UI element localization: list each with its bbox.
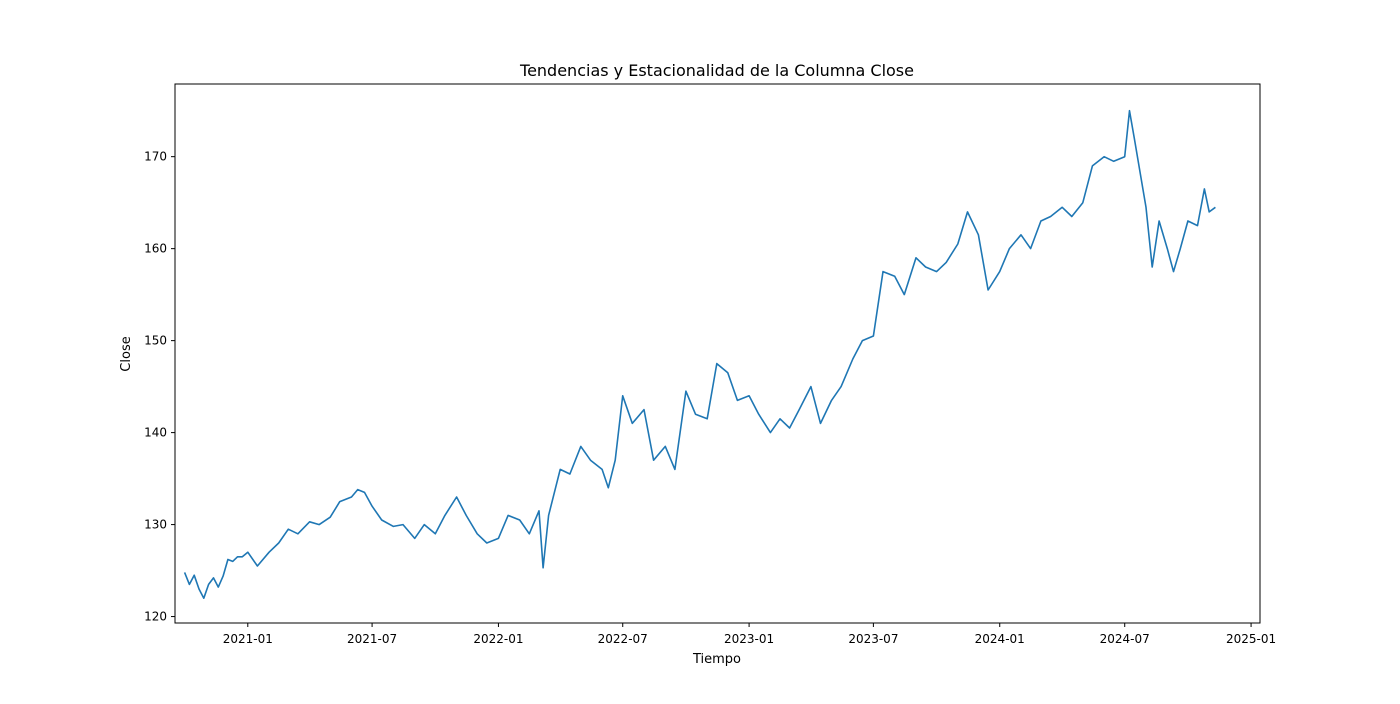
x-tick-label: 2022-01: [473, 632, 523, 646]
plot-area: [183, 109, 1216, 600]
x-axis-label: Tiempo: [692, 652, 741, 667]
y-tick-label: 130: [144, 518, 167, 532]
y-axis-label: Close: [119, 336, 134, 371]
plot-frame: [174, 83, 1261, 624]
chart-title: Tendencias y Estacionalidad de la Column…: [519, 61, 914, 80]
x-tick-label: 2023-07: [848, 632, 898, 646]
y-axis: 120 130 140 150 160 170: [144, 150, 175, 624]
x-axis: 2021-01 2021-07 2022-01 2022-07 2023-01 2023-…: [223, 623, 1276, 646]
y-tick-label: 170: [144, 150, 167, 164]
x-tick-label: 2024-01: [975, 632, 1025, 646]
series-line-0: [183, 109, 1216, 600]
x-tick-label: 2024-07: [1100, 632, 1150, 646]
x-tick-label: 2022-07: [598, 632, 648, 646]
x-tick-label: 2023-01: [724, 632, 774, 646]
x-tick-label: 2021-01: [223, 632, 273, 646]
y-tick-label: 120: [144, 610, 167, 624]
y-tick-label: 140: [144, 426, 167, 440]
y-tick-label: 150: [144, 334, 167, 348]
y-tick-label: 160: [144, 242, 167, 256]
x-tick-label: 2025-01: [1226, 632, 1276, 646]
x-tick-label: 2021-07: [347, 632, 397, 646]
